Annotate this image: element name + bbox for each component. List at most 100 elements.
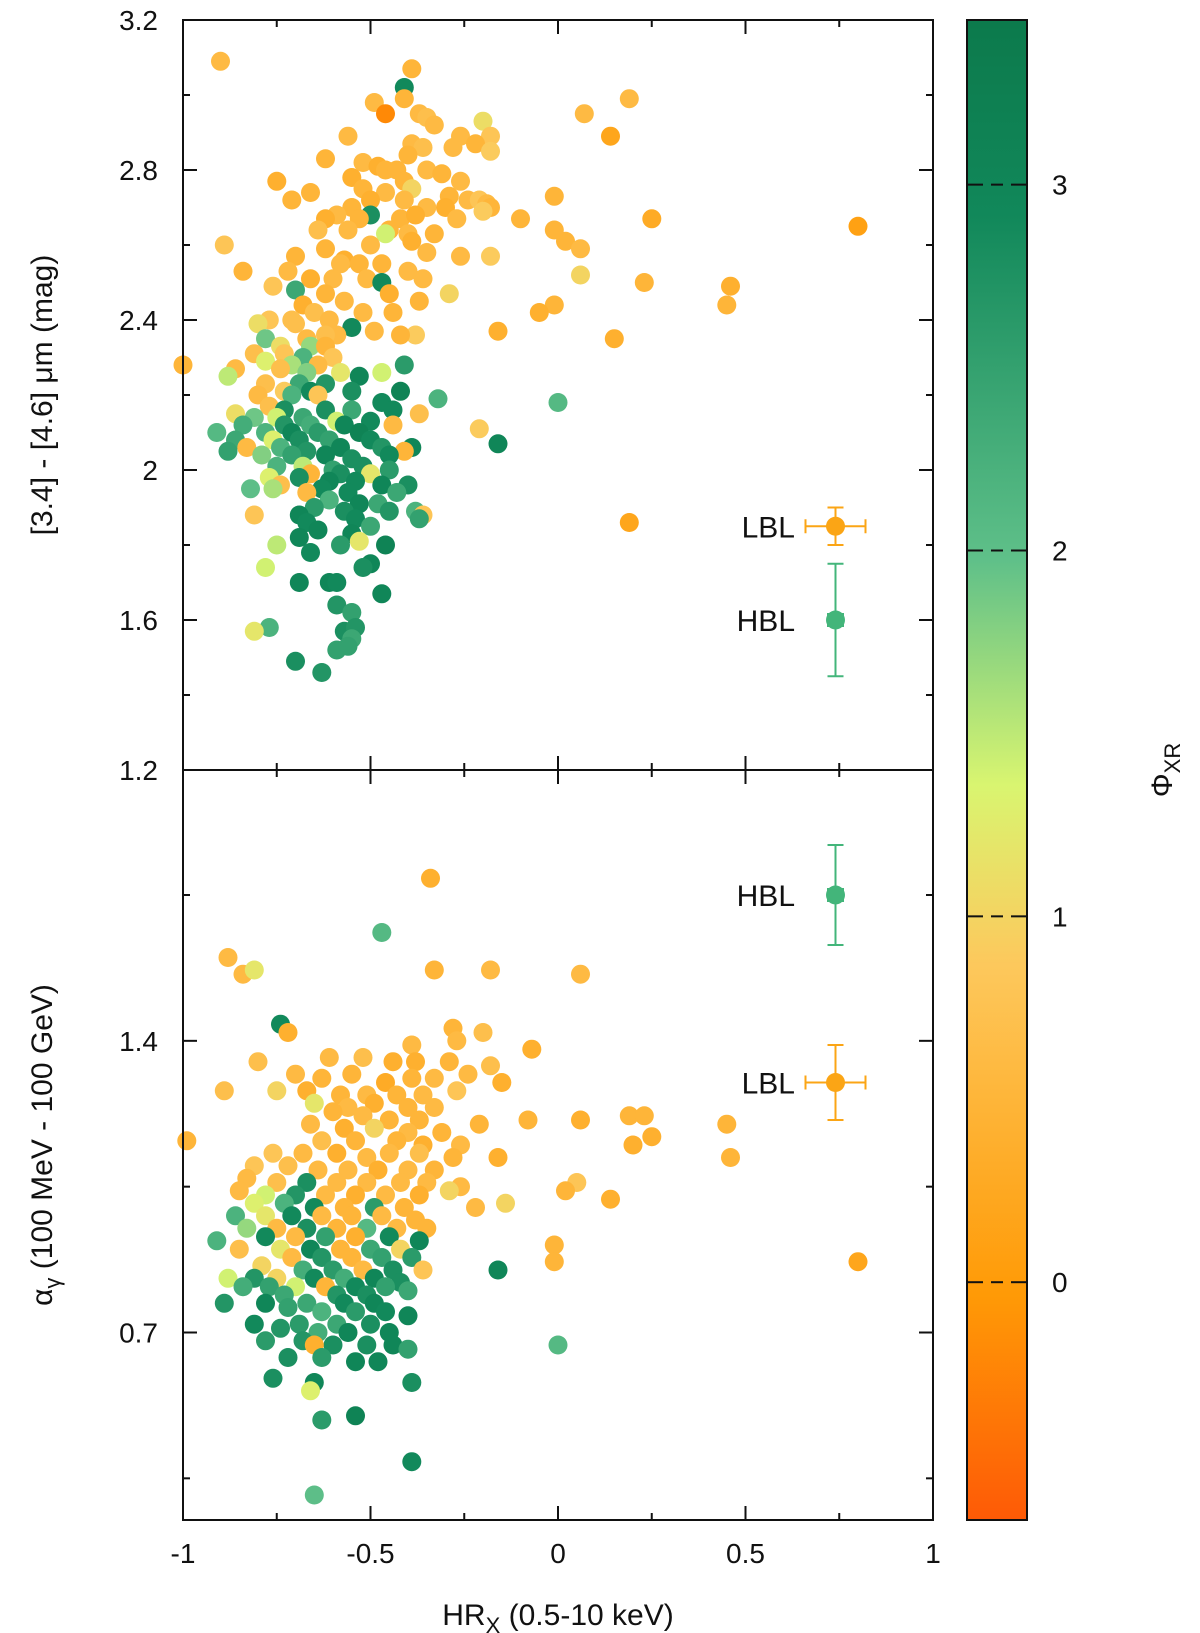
top-scatter-point [297,441,317,461]
bottom-scatter-point [409,1143,429,1163]
bottom-scatter-point [267,1173,287,1192]
top-scatter-point [402,59,422,79]
top-scatter-point [409,291,429,311]
top-scatter-point [308,385,328,405]
bottom-scatter-point [346,1406,365,1426]
bottom-scatter-point [447,1081,467,1101]
bottom-scatter-point [556,1181,575,1201]
top-scatter-point [316,149,335,169]
colorbar-title-subscript: XR [1160,743,1185,774]
bottom-scatter-point [368,1352,388,1372]
bottom-scatter-point [316,1185,335,1205]
top-scatter-point [394,190,414,210]
top-scatter-point [413,269,433,289]
bottom-scatter-point [297,1173,317,1192]
top-scatter-point [432,164,452,184]
bottom-scatter-point [312,1348,332,1367]
bottom-scatter-point [282,1248,302,1267]
top-scatter-point [349,531,369,551]
top-scatter-point [376,535,395,555]
top-scatter-point [259,618,279,637]
bottom-legend-marker-hbl [826,885,845,905]
top-scatter-point [417,243,437,262]
bottom-scatter-point [642,1127,662,1147]
top-scatter-point [342,603,362,622]
bottom-scatter-point [398,1306,418,1326]
top-scatter-point [338,126,358,146]
bottom-scatter-point [233,1277,253,1297]
bottom-scatter-point [327,1173,347,1192]
top-scatter-point [301,543,320,562]
bottom-scatter-point [623,1135,643,1155]
top-scatter-point [642,209,662,229]
bottom-scatter-point [409,1185,429,1205]
top-scatter-point [349,254,369,274]
top-scatter-point [338,636,358,656]
top-scatter-point [848,216,868,236]
x-tick-label: 0.5 [726,1538,765,1569]
colorbar-tick-label: 1 [1052,901,1068,932]
top-y-tick-label: 2.8 [119,155,158,186]
bottom-scatter-point [353,1106,373,1126]
top-scatter-point [443,138,463,157]
x-axis-title: HRX (0.5-10 keV) [442,1599,673,1633]
top-scatter-point [548,393,568,412]
top-scatter-point [372,475,392,495]
top-scatter-point [473,111,493,131]
top-scatter-point [544,295,564,315]
bottom-scatter-point [353,1048,373,1067]
top-scatter-point [409,404,429,424]
bottom-panel-frame [182,769,934,1521]
x-tick-label: -0.5 [346,1538,394,1569]
top-scatter-point [267,171,287,191]
top-scatter-point [248,314,268,334]
bottom-scatter-point [571,964,590,984]
top-legend-marker-lbl [826,516,845,536]
bottom-scatter-point [342,1248,362,1267]
top-scatter-point [346,509,365,529]
bottom-scatter-point [469,1114,489,1134]
bottom-scatter-point [402,1452,422,1472]
axis-ticks: 1.2 1.6 2 2.4 2.8 3.2 0.7 1.4 -1 -0.5 0 0.5 1 [119,5,941,1569]
bottom-scatter-point [312,1248,332,1267]
top-legend-label-hbl: HBL [737,605,795,638]
bottom-scatter-point [601,1189,620,1209]
bottom-scatter-point [278,1298,298,1317]
top-scatter-point [308,520,328,540]
bottom-scatter-point [319,1048,339,1067]
top-scatter-point [331,254,350,274]
top-scatter-point [349,366,369,386]
bottom-scatter-point [244,1193,264,1213]
top-scatter-point [481,141,500,161]
bottom-scatter-point [214,1293,234,1313]
top-scatter-point [331,535,350,555]
top-scatter-point [379,284,399,304]
top-scatter-point [233,261,253,281]
top-scatter-point [488,434,508,454]
top-scatter-point [394,355,414,375]
top-scatter-point [323,269,343,289]
bottom-scatter-point [301,1381,320,1401]
top-scatter-point [466,134,485,154]
bottom-scatter-point [496,1193,515,1213]
top-scatter-point [424,115,444,135]
top-scatter-point [308,220,328,240]
bottom-scatter-point [848,1252,868,1272]
top-scatter-point [289,573,309,592]
bottom-scatter-point [379,1143,399,1163]
top-scatter-point [619,513,639,532]
bottom-scatter-point [263,1368,283,1388]
bottom-y-axis-title: αγ (100 MeV - 100 GeV) [26,984,65,1306]
colorbar-tick-label: 0 [1052,1267,1068,1298]
bottom-scatter-point [544,1252,564,1272]
bottom-scatter-point [357,1335,377,1355]
bottom-scatter-point [394,1198,414,1217]
colorbar-tick-label: 3 [1052,170,1068,201]
top-y-tick-label: 2 [142,455,158,486]
bottom-scatter-point [376,1302,395,1322]
top-scatter-point [391,325,410,345]
bottom-scatter-point [286,1227,305,1247]
bottom-scatter-point [443,1148,463,1167]
bottom-scatter-point [244,1314,264,1334]
top-scatter-point [544,220,564,240]
